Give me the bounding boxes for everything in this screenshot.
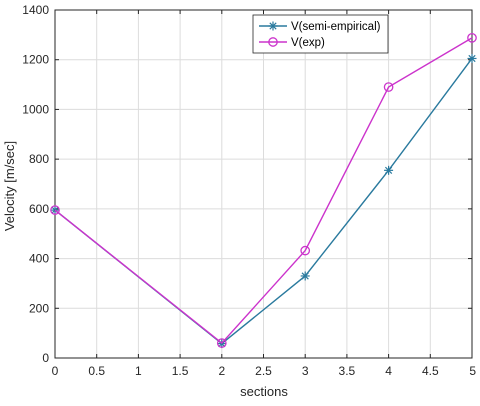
x-tick-label: 3.5: [339, 364, 356, 378]
data-point: [50, 205, 60, 215]
series-v-exp: [50, 32, 477, 348]
legend-box: [252, 14, 389, 54]
x-tick-label: 5: [469, 364, 476, 378]
legend-item: V(exp): [259, 37, 325, 49]
data-point: [467, 53, 477, 63]
y-tick-label: 1000: [22, 102, 49, 116]
x-tick-label: 4: [385, 364, 392, 378]
marker-stroke: [301, 272, 309, 280]
grid-layer: [55, 10, 472, 358]
data-point: [300, 271, 310, 281]
y-tick-label: 400: [29, 252, 49, 266]
data-point: [384, 165, 394, 175]
legend-swatch-marker: [268, 37, 278, 47]
x-tick-label: 3: [302, 364, 309, 378]
legend: V(semi-empirical) V(exp): [252, 14, 389, 54]
y-tick-label: 600: [29, 202, 49, 216]
series-line: [54, 37, 473, 345]
y-tick-label: 800: [29, 152, 49, 166]
tick-labels: 0 0.5 1 1.5 2 2.5 3 3.5 4 4.5 5 0 200 400 600 800 1000 12…: [22, 3, 476, 378]
x-tick-label: 1.5: [172, 364, 189, 378]
x-tick-label: 0.5: [88, 364, 105, 378]
y-tick-label: 200: [29, 301, 49, 315]
legend-label: V(semi-empirical): [291, 21, 381, 33]
x-axis-title: sections: [240, 384, 288, 399]
data-point: [216, 338, 227, 348]
axes-layer: [54, 9, 473, 359]
y-tick-label: 1200: [22, 53, 49, 67]
x-tick-label: 0: [52, 364, 59, 378]
series-layer: [50, 32, 477, 349]
y-axis-title: Velocity [m/sec]: [2, 141, 17, 231]
data-point: [383, 82, 394, 92]
y-tick-label: 1400: [22, 3, 49, 17]
x-tick-label: 2.5: [255, 364, 272, 378]
x-tick-label: 2: [218, 364, 225, 378]
data-point: [300, 245, 311, 256]
legend-swatch-marker: [268, 21, 278, 31]
marker-stroke: [384, 166, 393, 174]
marker-stroke: [468, 54, 476, 63]
data-point: [467, 32, 477, 43]
x-tick-label: 4.5: [422, 364, 439, 378]
legend-item: V(semi-empirical): [259, 21, 381, 33]
marker-stroke: [269, 22, 277, 30]
x-tick-label: 1: [135, 364, 142, 378]
legend-label: V(exp): [291, 37, 325, 49]
y-tick-label: 0: [42, 351, 49, 365]
